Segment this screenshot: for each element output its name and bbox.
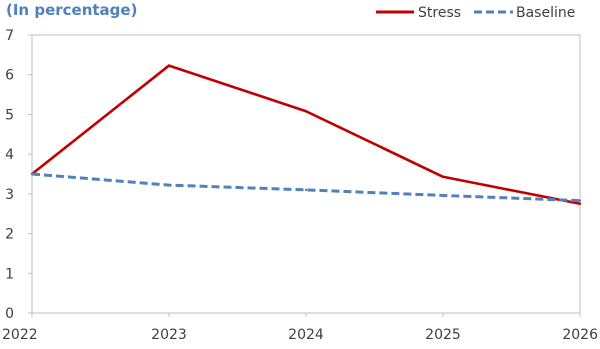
y-tick-label: 1 xyxy=(5,266,14,282)
legend-label-stress: Stress xyxy=(418,5,461,21)
y-tick-label: 7 xyxy=(5,28,14,44)
data-point-stress xyxy=(441,175,445,178)
x-tick-label: 2023 xyxy=(151,327,187,343)
x-tick-label: 2026 xyxy=(562,327,598,343)
data-point-stress xyxy=(578,202,582,205)
data-point-stress xyxy=(167,64,171,67)
data-point-baseline xyxy=(578,199,582,202)
series-line-baseline xyxy=(31,172,581,203)
data-point-baseline xyxy=(167,183,171,187)
data-point-baseline xyxy=(30,172,34,176)
y-tick-label: 3 xyxy=(5,187,14,203)
y-tick-label: 5 xyxy=(5,107,14,123)
y-tick-label: 0 xyxy=(5,306,14,322)
x-tick-label: 2024 xyxy=(288,327,324,343)
series-line-stress xyxy=(31,64,581,206)
plot-area xyxy=(31,34,581,314)
legend: Stress Baseline xyxy=(376,5,575,21)
y-tick-label: 6 xyxy=(5,68,14,84)
y-tick-label: 2 xyxy=(5,227,14,243)
x-axis-ticks: 2022 2023 2024 2025 2026 xyxy=(2,313,598,343)
y-axis-ticks: 0 1 2 3 4 5 6 7 xyxy=(5,28,32,322)
legend-label-baseline: Baseline xyxy=(516,5,575,21)
y-tick-label: 4 xyxy=(5,147,14,163)
x-tick-label: 2025 xyxy=(425,327,461,343)
data-point-baseline xyxy=(304,188,308,192)
data-point-baseline xyxy=(441,194,445,197)
data-point-stress xyxy=(304,110,308,113)
x-tick-label: 2022 xyxy=(2,327,38,343)
series-lines xyxy=(30,64,582,206)
chart-subtitle: (In percentage) xyxy=(6,1,137,19)
